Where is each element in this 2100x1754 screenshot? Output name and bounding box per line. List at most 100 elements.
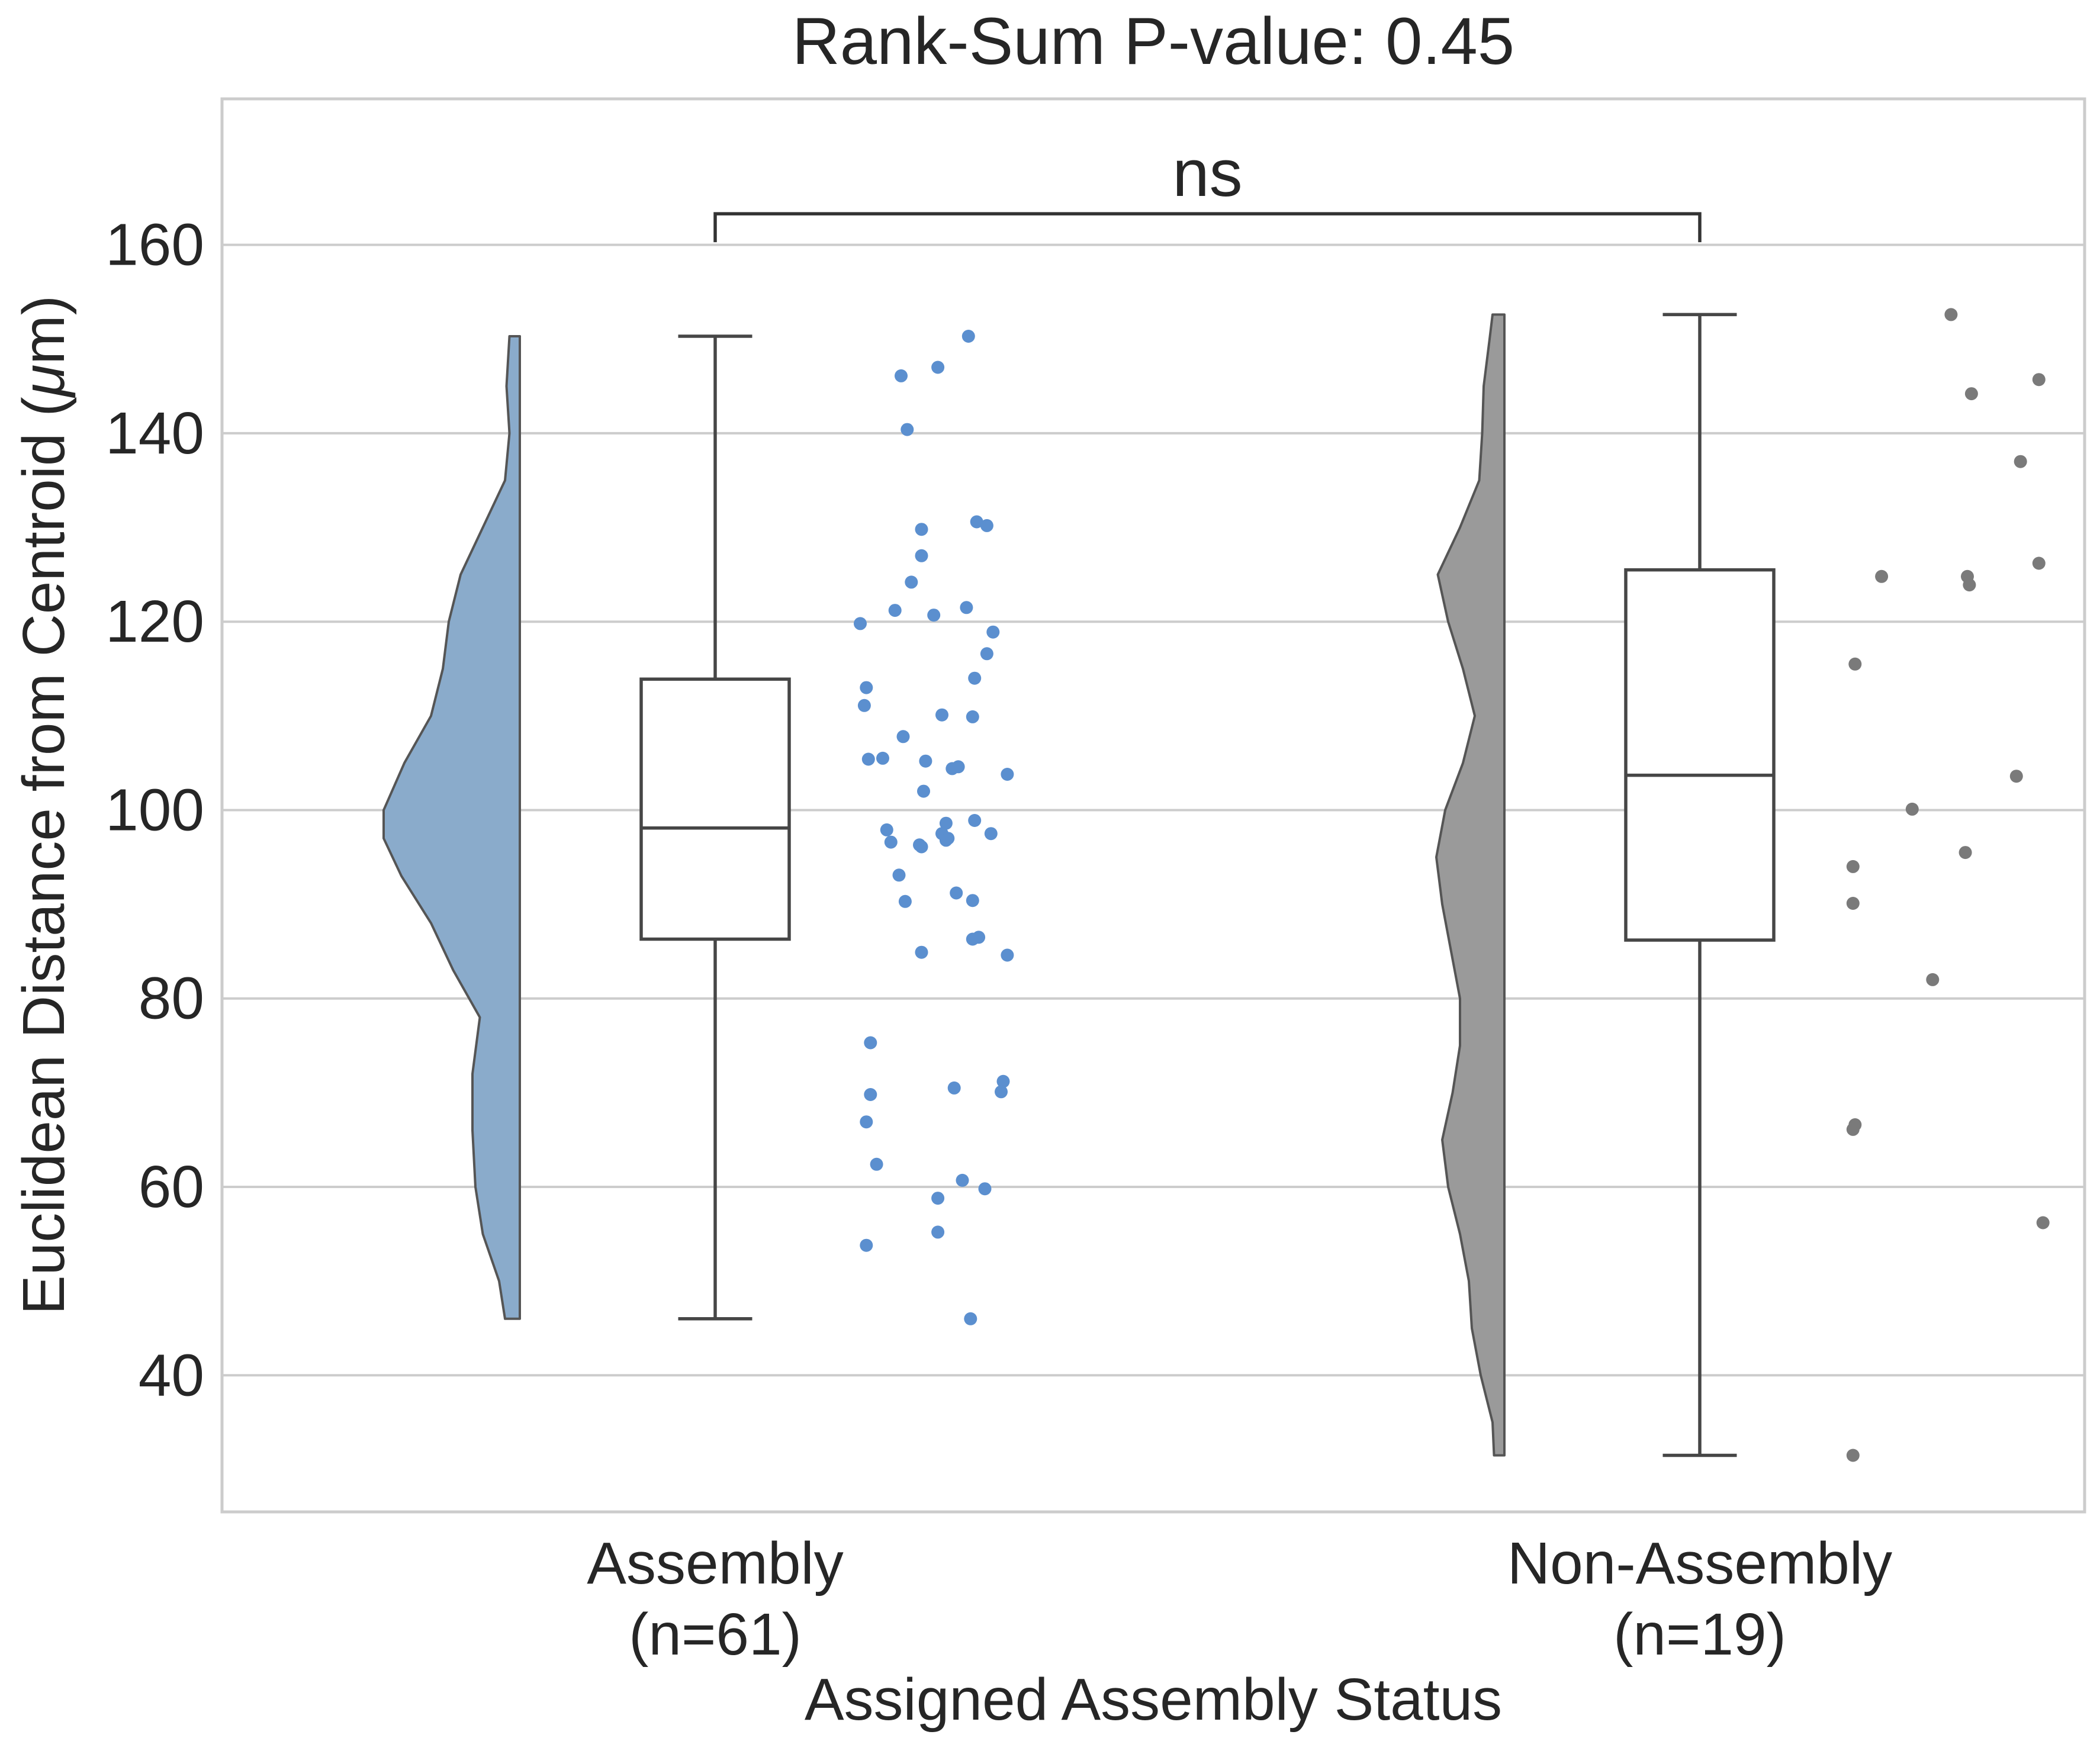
data-point (2036, 1216, 2050, 1230)
grid-lines (222, 243, 2085, 1377)
x-tick-count: (n=19) (1613, 1601, 1786, 1668)
data-point (995, 1085, 1008, 1099)
box-iqr (1624, 568, 1776, 942)
data-point (2032, 373, 2046, 387)
data-point (901, 423, 914, 436)
data-point (1926, 973, 1940, 986)
data-point (939, 833, 953, 847)
data-point (980, 519, 993, 532)
strip-points (854, 308, 2050, 1462)
violins (382, 313, 1506, 1457)
y-axis-label-text: Euclidean Distance from Centroid ( (11, 397, 77, 1315)
data-point (870, 1157, 883, 1171)
data-point (915, 523, 928, 536)
data-point (888, 604, 902, 617)
data-point (931, 1225, 945, 1239)
data-point (950, 886, 963, 900)
data-point (880, 823, 893, 836)
data-point (1001, 768, 1014, 781)
box-plots (639, 313, 1776, 1457)
data-point (986, 625, 1000, 639)
chart-title: Rank-Sum P-value: 0.45 (792, 4, 1514, 78)
data-point (854, 617, 867, 630)
data-point (964, 1312, 977, 1325)
data-point (931, 1192, 945, 1205)
y-tick-labels: 40 60 80 100 120 140 160 (105, 212, 204, 1409)
data-point (968, 814, 982, 827)
data-point (996, 1074, 1010, 1088)
data-point (860, 1115, 873, 1129)
data-point (1959, 846, 1972, 860)
x-tick-label: Non-Assembly (1507, 1530, 1892, 1597)
x-tick-label: Assembly (587, 1530, 843, 1597)
data-point (956, 1173, 969, 1187)
data-point (876, 751, 889, 765)
data-point (927, 609, 941, 622)
data-point (915, 549, 928, 562)
data-point (980, 647, 993, 661)
data-point (864, 1088, 877, 1101)
data-point (1846, 1122, 1860, 1136)
data-point (947, 1081, 961, 1095)
y-axis-label-mu: μ (11, 365, 77, 399)
data-point (970, 515, 983, 529)
data-point (1875, 569, 1889, 583)
data-point (966, 932, 979, 946)
x-axis-label: Assigned Assembly Status (805, 1666, 1502, 1733)
data-point (861, 752, 875, 766)
violin-1 (1435, 313, 1506, 1457)
data-point (1846, 860, 1860, 873)
x-tick-count: (n=61) (629, 1601, 802, 1668)
x-tick-labels: Assembly(n=61) Non-Assembly(n=19) (587, 1530, 1892, 1668)
data-point (1964, 387, 1978, 401)
data-point (892, 868, 906, 882)
y-tick-label: 60 (139, 1154, 204, 1220)
data-point (896, 730, 910, 744)
y-tick-label: 100 (105, 777, 204, 843)
data-point (946, 762, 959, 775)
plot-frame (220, 97, 2086, 1514)
data-point (905, 575, 918, 589)
y-tick-label: 40 (139, 1342, 204, 1408)
y-tick-label: 120 (105, 588, 204, 655)
data-point (864, 1036, 877, 1050)
significance-bracket: ns (713, 136, 1702, 243)
data-point (2014, 455, 2027, 468)
significance-label: ns (1172, 136, 1242, 210)
data-point (1001, 948, 1014, 962)
data-point (1846, 897, 1860, 910)
data-point (978, 1182, 992, 1196)
data-point (960, 601, 973, 614)
data-point (984, 827, 998, 841)
significance-line (713, 212, 1702, 243)
y-tick-label: 160 (105, 212, 204, 278)
data-point (895, 369, 908, 382)
data-point (935, 708, 948, 722)
violin-0 (382, 335, 521, 1320)
data-point (915, 945, 928, 959)
y-tick-label: 80 (139, 965, 204, 1032)
data-point (917, 784, 930, 798)
data-point (860, 681, 873, 694)
data-point (1963, 578, 1976, 592)
data-point (961, 330, 975, 343)
data-point (857, 699, 871, 712)
data-point (1944, 308, 1958, 321)
data-point (1846, 1449, 1860, 1462)
data-point (966, 894, 979, 907)
box-iqr (639, 677, 791, 941)
y-axis-label: Euclidean Distance from Centroid (μm) (11, 295, 77, 1315)
data-point (860, 1238, 873, 1252)
data-point (939, 816, 953, 830)
data-point (2032, 556, 2046, 570)
data-point (898, 894, 912, 908)
data-point (931, 361, 945, 374)
data-point (1905, 802, 1919, 816)
data-point (966, 710, 979, 723)
data-point (884, 835, 898, 849)
data-point (915, 840, 928, 854)
data-point (2009, 770, 2023, 783)
data-point (968, 671, 982, 685)
data-point (1848, 657, 1862, 671)
